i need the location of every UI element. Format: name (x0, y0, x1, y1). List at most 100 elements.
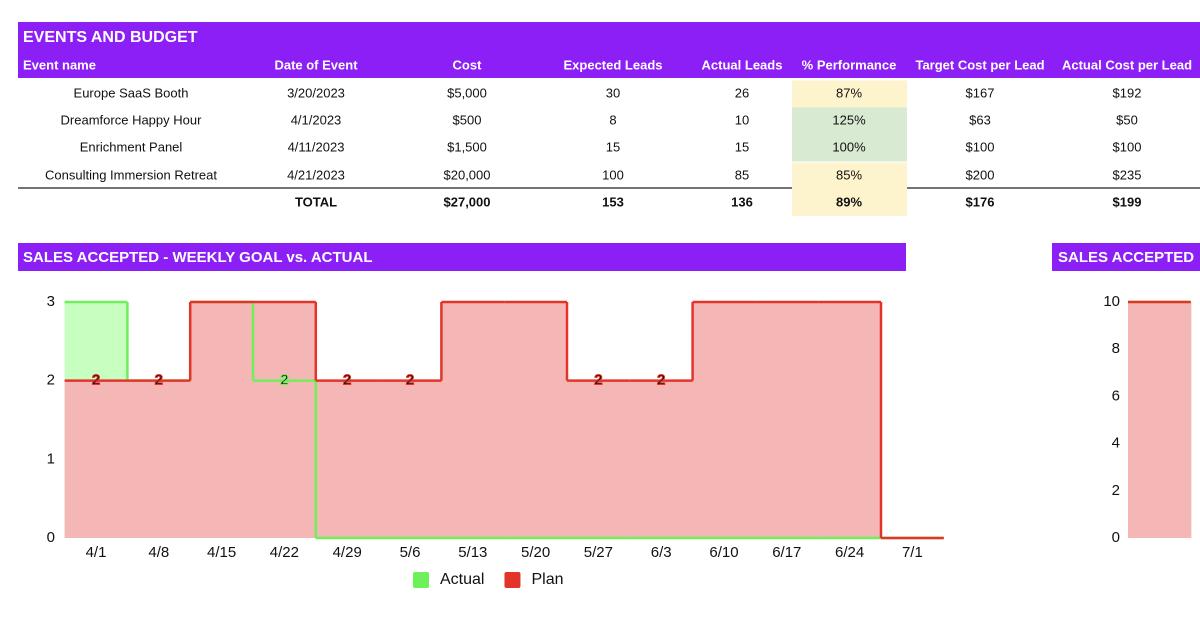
y-tick-label: 6 (1112, 387, 1120, 404)
step-area-fill (1128, 302, 1192, 538)
table-cell: 8 (609, 112, 616, 127)
chart-title-band (18, 243, 906, 271)
performance-cell (792, 189, 907, 216)
y-tick-label: 2 (1112, 482, 1120, 499)
table-cell: Europe SaaS Booth (74, 85, 189, 100)
legend-label: Plan (531, 571, 563, 588)
step-area-fill (629, 380, 694, 538)
column-header: Actual Leads (702, 57, 783, 72)
step-area-fill (190, 302, 254, 538)
data-label: 2 (657, 372, 665, 389)
table-cell: 85% (836, 167, 862, 182)
table-cell: 100 (602, 167, 624, 182)
table-cell: $192 (1113, 85, 1142, 100)
y-tick-label: 3 (47, 293, 55, 310)
y-tick-label: 8 (1112, 340, 1120, 357)
table-cell: $100 (1113, 139, 1142, 154)
performance-cell (792, 107, 907, 135)
x-tick-label: 6/17 (772, 544, 801, 561)
x-tick-label: 6/24 (835, 544, 864, 561)
table-header-band (18, 22, 1200, 78)
total-cell: $199 (1113, 194, 1142, 209)
column-header: Date of Event (274, 57, 358, 72)
table-cell: $5,000 (447, 85, 487, 100)
step-area-fill (64, 380, 128, 538)
step-area-fill (253, 302, 317, 538)
y-tick-label: 1 (47, 450, 55, 467)
x-tick-label: 4/1 (86, 544, 107, 561)
table-cell: 15 (606, 139, 620, 154)
y-tick-label: 10 (1103, 293, 1120, 310)
table-cell: 10 (735, 112, 749, 127)
x-tick-label: 5/20 (521, 544, 550, 561)
chart-title-band (1052, 243, 1200, 271)
table-cell: 26 (735, 85, 749, 100)
table-cell: $50 (1116, 112, 1138, 127)
y-tick-label: 0 (1112, 529, 1120, 546)
data-label: 2 (594, 372, 602, 389)
step-area-fill (315, 380, 380, 538)
table-cell: Dreamforce Happy Hour (61, 112, 203, 127)
total-cell: 136 (731, 194, 753, 209)
step-area-fill (818, 302, 882, 538)
step-area-fill (127, 380, 191, 538)
table-cell: $20,000 (444, 167, 491, 182)
x-tick-label: 4/15 (207, 544, 236, 561)
x-tick-label: 4/29 (333, 544, 362, 561)
table-cell: Consulting Immersion Retreat (45, 167, 217, 182)
performance-cell (792, 80, 907, 108)
performance-cell (792, 162, 907, 190)
step-area-fill (755, 302, 819, 538)
legend-label: Actual (440, 571, 484, 588)
x-tick-label: 5/6 (400, 544, 421, 561)
column-header: Target Cost per Lead (915, 57, 1044, 72)
data-label: 2 (92, 372, 100, 389)
x-tick-label: 5/27 (584, 544, 613, 561)
legend-swatch (413, 572, 429, 588)
total-cell: 153 (602, 194, 624, 209)
column-header: Expected Leads (564, 57, 663, 72)
total-label: TOTAL (295, 194, 337, 209)
y-tick-label: 0 (47, 529, 55, 546)
chart-title: SALES ACCEPTED - WEEKLY GOAL vs. ACTUAL (23, 249, 373, 266)
data-label: 2 (155, 372, 163, 389)
table-cell: $100 (966, 139, 995, 154)
table-cell: 30 (606, 85, 620, 100)
table-cell: Enrichment Panel (80, 139, 183, 154)
x-tick-label: 7/1 (902, 544, 923, 561)
plot (64, 302, 882, 538)
column-header: % Performance (802, 57, 897, 72)
column-header: Cost (453, 57, 483, 72)
column-header: Event name (23, 57, 96, 72)
x-tick-label: 4/22 (270, 544, 299, 561)
table-cell: 4/1/2023 (291, 112, 342, 127)
data-label: 2 (343, 372, 351, 389)
table-cell: $500 (453, 112, 482, 127)
table-cell: $63 (969, 112, 991, 127)
y-tick-label: 4 (1112, 435, 1120, 452)
legend-swatch (504, 572, 521, 588)
chart-title: SALES ACCEPTED (1058, 249, 1194, 266)
table-title: EVENTS AND BUDGET (23, 29, 198, 46)
table-cell: 100% (832, 139, 866, 154)
table-cell: 4/21/2023 (287, 167, 345, 182)
table-cell: 3/20/2023 (287, 85, 345, 100)
data-label: 2 (280, 372, 288, 389)
table-cell: 125% (832, 112, 866, 127)
x-tick-label: 6/3 (651, 544, 672, 561)
step-area-fill (692, 302, 756, 538)
table-cell: $1,500 (447, 139, 487, 154)
table-cell: 4/11/2023 (288, 139, 345, 154)
table-cell: $167 (966, 85, 995, 100)
performance-cell (792, 134, 907, 162)
table-cell: 87% (836, 85, 862, 100)
total-cell: 89% (836, 194, 862, 209)
x-tick-label: 5/13 (458, 544, 487, 561)
total-cell: $176 (966, 194, 995, 209)
step-area-fill (504, 302, 568, 538)
table-cell: $235 (1113, 167, 1142, 182)
data-label: 2 (406, 372, 414, 389)
y-tick-label: 2 (47, 372, 55, 389)
